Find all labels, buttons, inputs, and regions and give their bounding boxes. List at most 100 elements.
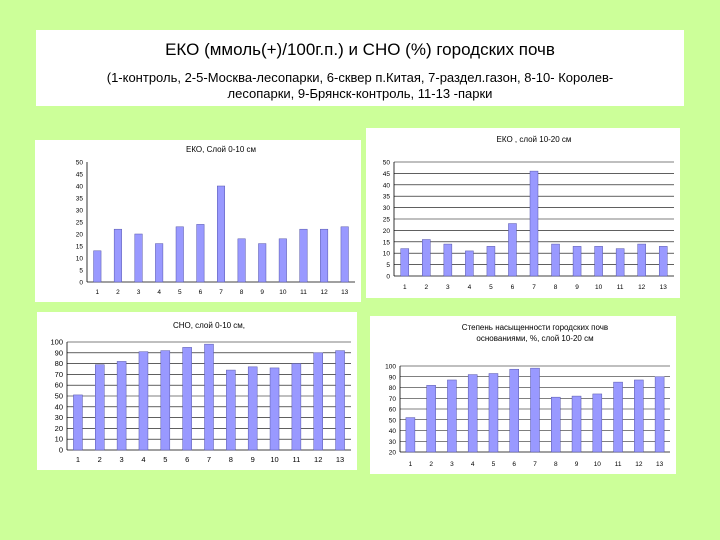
x-tick-label: 9 [575, 284, 579, 291]
x-tick-label: 6 [511, 284, 515, 291]
y-tick-label: 20 [55, 424, 63, 433]
x-tick-label: 13 [336, 455, 344, 464]
x-tick-label: 5 [492, 461, 496, 468]
x-tick-label: 1 [409, 461, 413, 468]
y-tick-label: 0 [59, 446, 63, 455]
y-tick-label: 35 [76, 196, 84, 203]
y-tick-label: 30 [383, 205, 391, 212]
bar [467, 374, 478, 453]
y-tick-label: 40 [389, 428, 397, 435]
y-tick-label: 5 [386, 262, 390, 269]
x-tick-label: 2 [424, 284, 428, 291]
x-tick-label: 11 [617, 284, 624, 291]
bar [155, 243, 164, 283]
x-tick-label: 4 [157, 289, 161, 296]
y-tick-label: 90 [389, 374, 397, 381]
x-tick-label: 4 [141, 455, 145, 464]
bar [634, 379, 644, 453]
bar [204, 343, 214, 451]
x-tick-label: 7 [219, 289, 223, 296]
x-tick-label: 12 [638, 284, 646, 291]
x-tick-label: 13 [656, 461, 664, 468]
x-tick-label: 6 [185, 455, 189, 464]
chart-sno-0-10-panel: СНО, слой 0-10 см, 0 10 20 30 40 50 60 70 80 90 100… [37, 312, 357, 470]
chart-title: ЕКО, Слой 0-10 см [186, 145, 256, 154]
x-tick-label: 2 [116, 289, 120, 296]
title-box: ЕКО (ммоль(+)/100г.п.) и СНО (%) городск… [36, 30, 684, 106]
y-tick-label: 20 [383, 228, 391, 235]
bar [508, 223, 517, 277]
x-tick-label: 9 [251, 455, 255, 464]
y-tick-label: 20 [76, 232, 84, 239]
bar [116, 361, 127, 451]
y-tick-label: 70 [389, 396, 397, 403]
x-tick-label: 5 [178, 289, 182, 296]
bar [488, 373, 499, 453]
bar [551, 396, 561, 453]
y-tick-label: 0 [79, 280, 83, 287]
bar [637, 243, 646, 277]
x-tick-label: 2 [429, 461, 433, 468]
y-tick-label: 80 [389, 385, 397, 392]
bar [572, 246, 582, 277]
chart-eko-10-20-panel: ЕКО , слой 10-20 см 0 5 10 15 20 25 30 35 40 45 50 1… [366, 128, 680, 298]
x-tick-label: 10 [595, 284, 603, 291]
bar [93, 250, 102, 283]
bar [217, 185, 225, 283]
x-tick-label: 6 [512, 461, 516, 468]
chart-title-line: основаниями, %, слой 10-20 см [476, 334, 593, 343]
x-tick-label: 3 [450, 461, 454, 468]
x-tick-label: 1 [95, 289, 99, 296]
bar [278, 238, 287, 283]
y-tick-label: 90 [55, 348, 63, 357]
x-tick-label: 1 [76, 455, 80, 464]
x-tick-label: 12 [314, 455, 322, 464]
y-tick-label: 50 [76, 160, 84, 167]
bar [658, 246, 668, 277]
bar [247, 366, 258, 451]
x-tick-label: 11 [615, 461, 622, 468]
chart-eko-10-20: ЕКО , слой 10-20 см051015202530354045501… [383, 135, 674, 291]
y-tick-label: 45 [76, 172, 84, 179]
y-tick-label: 40 [55, 402, 63, 411]
y-tick-label: 100 [385, 364, 396, 371]
x-tick-label: 7 [207, 455, 211, 464]
x-tick-label: 8 [554, 461, 558, 468]
y-tick-label: 50 [389, 417, 397, 424]
bar [551, 243, 560, 277]
x-tick-label: 10 [594, 461, 602, 468]
page-title: ЕКО (ммоль(+)/100г.п.) и СНО (%) городск… [165, 40, 555, 59]
y-tick-label: 35 [383, 194, 391, 201]
x-tick-label: 9 [260, 289, 264, 296]
x-tick-label: 12 [320, 289, 328, 296]
bar [592, 393, 603, 453]
bar [340, 226, 349, 283]
bar [443, 243, 453, 277]
y-tick-label: 60 [55, 381, 63, 390]
bar [465, 250, 474, 277]
chart-eko-0-10-panel: ЕКО, Слой 0-10 см 0 5 10 15 20 25 30 35 40 45 50 1 2 3… [35, 140, 361, 302]
bar [320, 228, 329, 283]
chart-title: ЕКО , слой 10-20 см [497, 135, 572, 144]
bar [571, 395, 582, 453]
bar [594, 246, 603, 277]
bar [529, 170, 539, 277]
x-tick-label: 7 [533, 461, 537, 468]
bar [422, 239, 431, 277]
bar [335, 350, 345, 451]
x-tick-label: 13 [660, 284, 668, 291]
x-tick-label: 12 [635, 461, 643, 468]
y-tick-label: 20 [389, 450, 397, 457]
x-tick-label: 10 [279, 289, 287, 296]
x-tick-label: 4 [468, 284, 472, 291]
bar [447, 379, 457, 453]
y-tick-label: 45 [383, 171, 391, 178]
bar [426, 385, 436, 453]
chart-saturation-10-20: Степень насыщенности городских почв основ… [385, 323, 670, 468]
bar [113, 228, 122, 283]
y-tick-label: 0 [386, 274, 390, 281]
bar [530, 367, 540, 453]
bar [486, 246, 496, 277]
bar [258, 243, 267, 283]
